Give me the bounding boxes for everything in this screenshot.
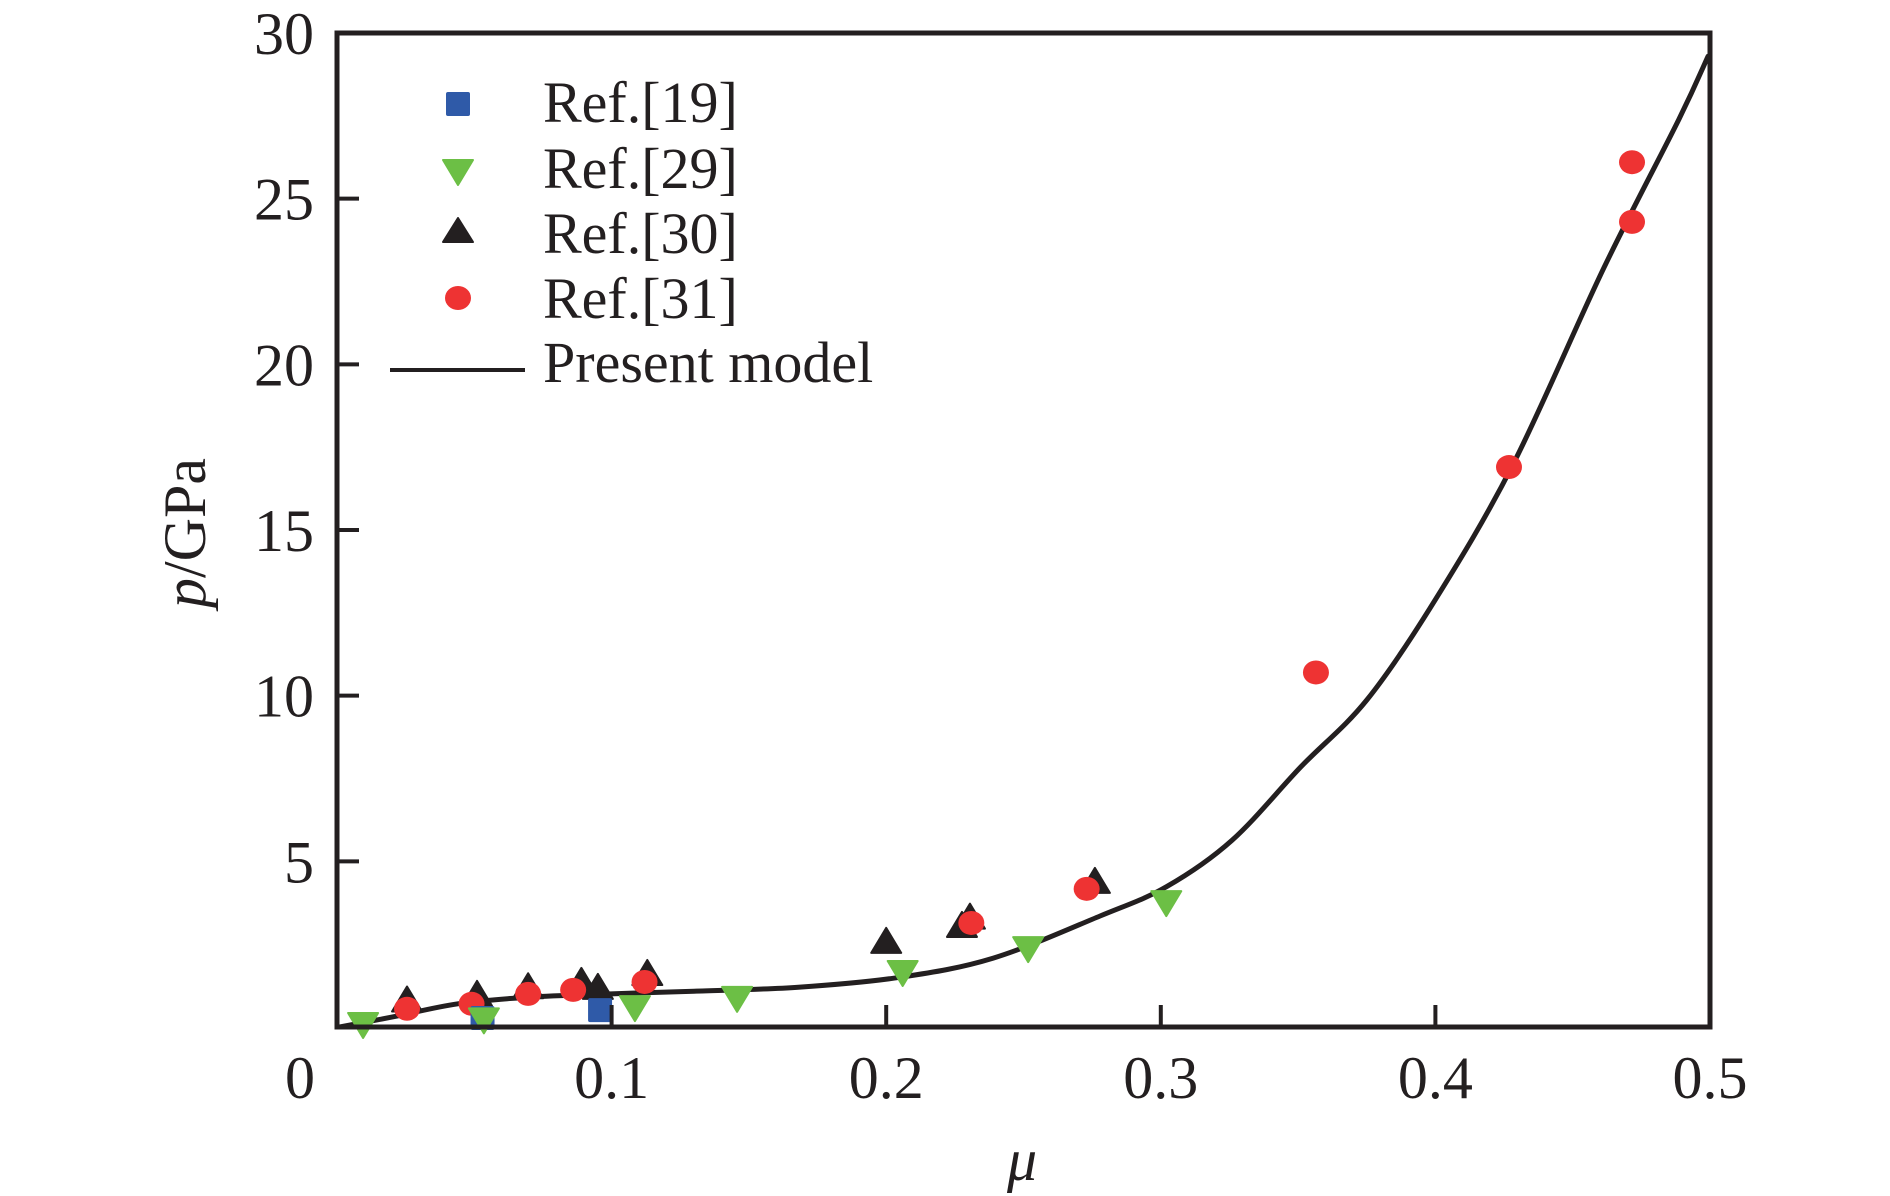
y-axis-label-variable: p: [152, 578, 218, 612]
ref31-circle-point: [1619, 150, 1646, 175]
ref29-triangle-down-point: [467, 1007, 500, 1035]
ref31-circle-point: [1619, 209, 1646, 234]
legend-item-ref29: Ref.[29]: [442, 136, 738, 201]
y-tick-label: 20: [254, 332, 314, 398]
legend-label: Present model: [543, 330, 873, 395]
y-axis-label-unit: /GPa: [152, 458, 218, 578]
ref31-circle-point: [1073, 876, 1100, 901]
ref31-circle-point: [631, 969, 658, 994]
legend-item-present-model: Present model: [390, 330, 873, 395]
y-axis-label: p/GPa: [152, 458, 218, 612]
ref29-triangle-down-point: [886, 959, 919, 987]
x-tick-label: 0.5: [1673, 1045, 1748, 1111]
y-tick-label: 30: [254, 1, 314, 67]
x-axis-label: μ: [1006, 1127, 1037, 1193]
legend-triangle-up-marker-icon: [442, 217, 474, 243]
legend-item-ref19: Ref.[19]: [446, 70, 738, 135]
legend-item-ref31: Ref.[31]: [445, 266, 738, 331]
y-axis-ticks: 5 10 15 20 25 30: [254, 1, 359, 895]
x-tick-label: 0: [285, 1045, 315, 1111]
legend-triangle-down-marker-icon: [442, 159, 474, 186]
legend-label: Ref.[30]: [543, 201, 738, 266]
ref31-circle-point: [1302, 660, 1329, 685]
x-tick-label: 0.2: [849, 1045, 924, 1111]
ref29-triangle-down-point: [618, 995, 651, 1023]
legend-item-ref30: Ref.[30]: [442, 201, 738, 266]
ref29-triangle-down-point: [1150, 890, 1183, 918]
legend-label: Ref.[19]: [543, 70, 738, 135]
ref31-circle-point: [1495, 455, 1522, 480]
ref29-triangle-down-point: [1012, 936, 1045, 964]
y-tick-label: 10: [254, 664, 314, 730]
ref30-triangle-up-point: [870, 926, 903, 954]
legend-label: Ref.[29]: [543, 136, 738, 201]
ref19-square-point: [588, 998, 613, 1023]
ref31-circle-point: [394, 996, 421, 1021]
legend-square-marker-icon: [446, 92, 470, 116]
x-axis-ticks: 0 0.1 0.2 0.3 0.4 0.5: [285, 1005, 1748, 1111]
marker-layer: [347, 150, 1646, 1040]
ref31-circle-point: [958, 910, 985, 935]
legend-label: Ref.[31]: [543, 266, 738, 331]
y-tick-label: 5: [284, 829, 314, 895]
y-tick-label: 25: [254, 167, 314, 233]
x-tick-label: 0.3: [1123, 1045, 1198, 1111]
x-tick-label: 0.4: [1398, 1045, 1473, 1111]
ref29-triangle-down-point: [721, 985, 754, 1013]
legend: Ref.[19] Ref.[29] Ref.[30] Ref.[31] Pres…: [390, 70, 873, 395]
y-tick-label: 15: [254, 498, 314, 564]
x-tick-label: 0.1: [574, 1045, 649, 1111]
legend-circle-marker-icon: [445, 286, 471, 310]
ref31-circle-point: [560, 977, 587, 1002]
ref31-circle-point: [515, 981, 542, 1006]
